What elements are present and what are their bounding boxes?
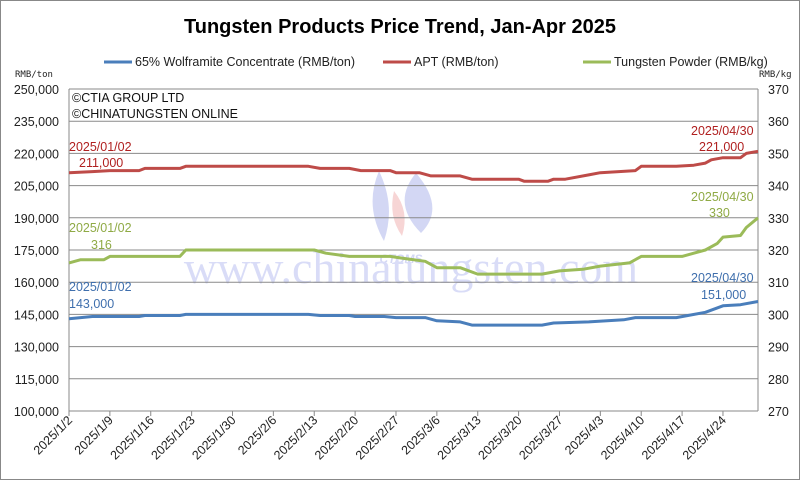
series-line-2 bbox=[68, 216, 759, 276]
copyright-ctia: ©CTIA GROUP LTD bbox=[72, 91, 184, 105]
start-date-label: 2025/01/02 bbox=[69, 221, 132, 235]
x-tick-label: 2025/1/23 bbox=[149, 413, 198, 462]
right-tick-label: 300 bbox=[768, 308, 789, 322]
left-tick-label: 190,000 bbox=[14, 212, 59, 226]
right-axis-unit: RMB/kg bbox=[759, 70, 792, 80]
left-tick-label: 115,000 bbox=[15, 373, 59, 387]
start-value-label: 211,000 bbox=[79, 156, 123, 170]
right-tick-label: 360 bbox=[768, 115, 789, 129]
end-date-label: 2025/04/30 bbox=[691, 124, 754, 138]
x-tick-label: 2025/2/27 bbox=[353, 413, 402, 462]
x-tick-label: 2025/1/30 bbox=[189, 413, 238, 462]
start-date-label: 2025/01/02 bbox=[69, 280, 132, 294]
right-tick-label: 270 bbox=[768, 405, 789, 419]
x-tick-label: 2025/2/20 bbox=[312, 413, 361, 462]
right-tick-label: 330 bbox=[768, 212, 789, 226]
legend-label: Tungsten Powder (RMB/kg) bbox=[614, 55, 768, 69]
left-tick-label: 220,000 bbox=[14, 147, 59, 161]
x-tick-label: 2025/4/10 bbox=[598, 413, 647, 462]
left-tick-label: 100,000 bbox=[14, 405, 59, 419]
legend-label: 65% Wolframite Concentrate (RMB/ton) bbox=[135, 55, 355, 69]
x-tick-label: 2025/3/20 bbox=[476, 413, 525, 462]
left-tick-label: 160,000 bbox=[14, 276, 59, 290]
x-tick-label: 2025/4/24 bbox=[680, 413, 729, 462]
left-tick-label: 250,000 bbox=[14, 83, 59, 97]
right-tick-label: 320 bbox=[768, 244, 789, 258]
end-value-label: 221,000 bbox=[699, 140, 744, 154]
end-date-label: 2025/04/30 bbox=[691, 271, 754, 285]
chart-title: Tungsten Products Price Trend, Jan-Apr 2… bbox=[184, 16, 616, 38]
start-date-label: 2025/01/02 bbox=[69, 140, 132, 154]
x-tick-label: 2025/4/17 bbox=[639, 413, 688, 462]
series-line-1 bbox=[68, 149, 759, 183]
end-value-label: 330 bbox=[709, 206, 730, 220]
left-tick-label: 130,000 bbox=[14, 341, 59, 355]
x-tick-label: 2025/1/2 bbox=[31, 413, 75, 457]
left-tick-label: 175,000 bbox=[14, 244, 59, 258]
x-tick-label: 2025/1/16 bbox=[108, 413, 157, 462]
right-tick-label: 290 bbox=[768, 341, 789, 355]
legend-label: APT (RMB/ton) bbox=[414, 55, 499, 69]
x-tick-label: 2025/3/27 bbox=[516, 413, 565, 462]
left-axis-unit: RMB/ton bbox=[15, 70, 53, 80]
right-tick-label: 310 bbox=[768, 276, 789, 290]
right-tick-label: 370 bbox=[768, 83, 789, 97]
left-tick-label: 235,000 bbox=[14, 115, 59, 129]
start-value-label: 143,000 bbox=[69, 297, 114, 311]
end-value-label: 151,000 bbox=[701, 288, 746, 302]
left-tick-label: 205,000 bbox=[14, 180, 59, 194]
ctoms-logo-flame-icon bbox=[392, 191, 405, 236]
copyright-chinatungsten: ©CHINATUNGSTEN ONLINE bbox=[72, 107, 238, 121]
x-tick-label: 2025/2/13 bbox=[271, 413, 320, 462]
x-tick-label: 2025/3/13 bbox=[435, 413, 484, 462]
ctoms-logo-icon bbox=[372, 171, 433, 241]
right-tick-label: 280 bbox=[768, 373, 789, 387]
right-tick-label: 340 bbox=[768, 180, 789, 194]
series-line-0 bbox=[68, 300, 759, 327]
end-date-label: 2025/04/30 bbox=[691, 190, 754, 204]
start-value-label: 316 bbox=[91, 238, 112, 252]
right-tick-label: 350 bbox=[768, 147, 789, 161]
left-tick-label: 145,000 bbox=[14, 308, 59, 322]
legend: 65% Wolframite Concentrate (RMB/ton) APT … bbox=[104, 55, 768, 69]
watermark: CTOMS www.chinatungsten.com bbox=[184, 171, 638, 293]
